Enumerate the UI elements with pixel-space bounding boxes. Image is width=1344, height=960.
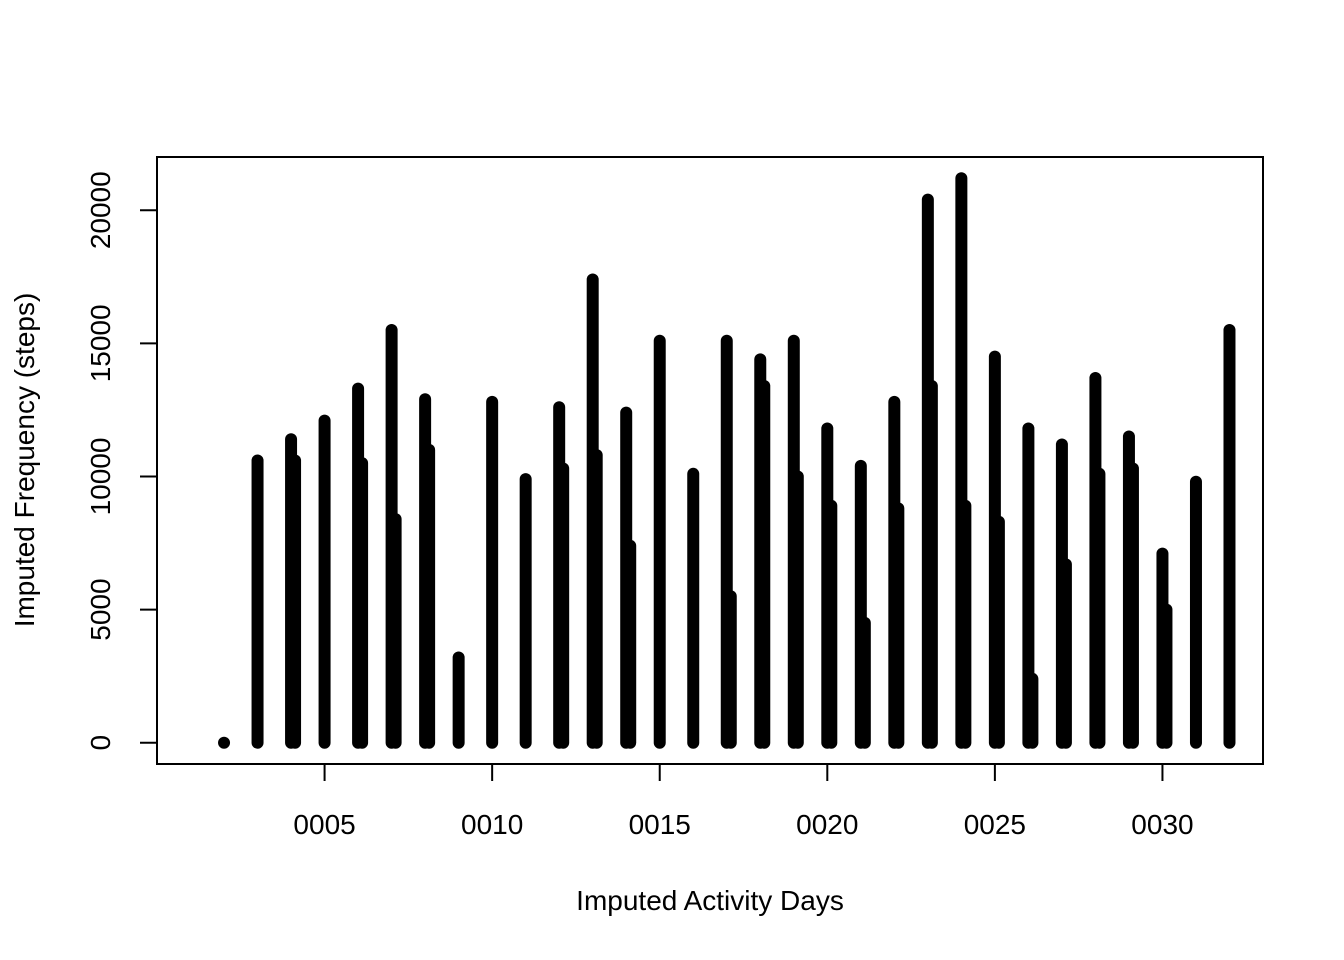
- y-tick-label: 15000: [85, 304, 116, 382]
- x-tick-label: 0025: [964, 809, 1026, 840]
- x-tick-label: 0005: [293, 809, 355, 840]
- x-tick-label: 0030: [1131, 809, 1193, 840]
- x-tick-label: 0015: [629, 809, 691, 840]
- x-axis: 0005 0010 0015 0020 0025 0030: [293, 763, 1194, 840]
- y-axis-label: Imputed Frequency (steps): [9, 293, 40, 628]
- x-tick-label: 0020: [796, 809, 858, 840]
- y-tick-label: 5000: [85, 578, 116, 640]
- y-tick-label: 20000: [85, 171, 116, 249]
- y-tick-label: 0: [85, 735, 116, 751]
- y-axis: 0 5000 10000 15000 20000: [85, 171, 158, 751]
- chart-marks: [218, 172, 1236, 749]
- x-axis-label: Imputed Activity Days: [576, 885, 844, 916]
- y-tick-label: 10000: [85, 438, 116, 516]
- x-tick-label: 0010: [461, 809, 523, 840]
